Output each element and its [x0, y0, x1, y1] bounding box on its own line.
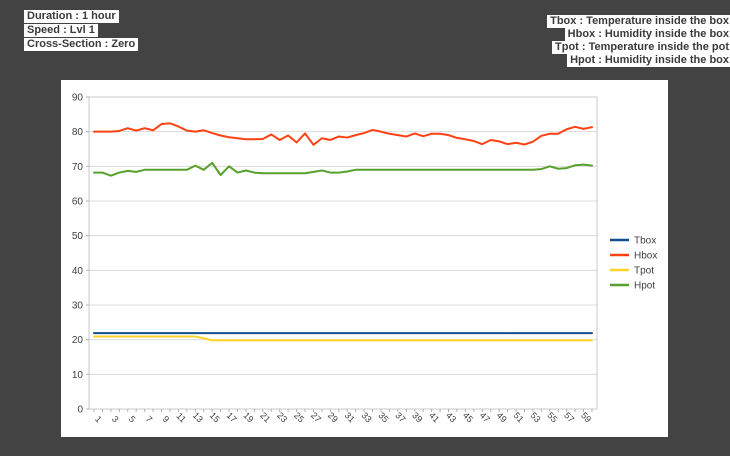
- duration-label: Duration : 1 hour: [24, 10, 119, 23]
- x-axis-label: 49: [495, 410, 509, 424]
- x-axis-label: 51: [512, 410, 526, 424]
- x-axis-label: 19: [241, 410, 255, 424]
- x-axis-label: 9: [161, 414, 172, 425]
- x-axis-label: 17: [225, 410, 239, 424]
- x-axis-label: 45: [461, 410, 475, 424]
- x-axis-label: 15: [208, 410, 222, 424]
- x-axis-label: 23: [275, 410, 289, 424]
- hpot-description-label: Hpot : Humidity inside the box: [567, 54, 730, 67]
- y-axis-label: 20: [72, 335, 84, 346]
- simulation-settings-labels: Duration : 1 hour Speed : Lvl 1 Cross-Se…: [24, 10, 139, 52]
- y-axis-label: 10: [72, 370, 84, 381]
- y-axis-label: 60: [72, 197, 84, 208]
- legend-label-hpot: Hpot: [634, 281, 655, 292]
- series-line-hpot: [93, 161, 593, 177]
- plot-border: [88, 96, 598, 410]
- legend-label-hbox: Hbox: [634, 251, 657, 262]
- y-axis-label: 70: [72, 162, 84, 173]
- y-axis-label: 0: [77, 405, 83, 416]
- x-axis-label: 21: [258, 410, 272, 424]
- x-axis-label: 13: [191, 410, 205, 424]
- x-axis-label: 39: [410, 410, 424, 424]
- y-axis-label: 40: [72, 266, 84, 277]
- x-axis-label: 35: [376, 410, 390, 424]
- y-axis-label: 80: [72, 127, 84, 138]
- x-axis-label: 57: [562, 410, 576, 424]
- x-axis-label: 7: [144, 414, 155, 425]
- tbox-description-label: Tbox : Temperature inside the box: [547, 15, 730, 28]
- tpot-description-label: Tpot : Temperature inside the pot: [552, 41, 730, 54]
- x-axis-label: 55: [545, 410, 559, 424]
- x-axis-label: 25: [292, 410, 306, 424]
- x-axis-label: 31: [343, 410, 357, 424]
- x-axis-label: 27: [309, 410, 323, 424]
- x-axis-label: 33: [360, 410, 374, 424]
- speed-label: Speed : Lvl 1: [24, 24, 98, 37]
- x-axis-label: 5: [127, 414, 138, 425]
- x-axis-label: 59: [579, 410, 593, 424]
- y-axis-label: 90: [72, 93, 84, 104]
- cross-section-label: Cross-Section : Zero: [24, 38, 139, 51]
- x-axis-label: 43: [444, 410, 458, 424]
- y-axis-label: 50: [72, 231, 84, 242]
- y-axis-label: 30: [72, 301, 84, 312]
- hbox-description-label: Hbox : Humidity inside the box: [564, 28, 730, 41]
- x-axis-label: 37: [393, 410, 407, 424]
- x-axis-label: 29: [326, 410, 340, 424]
- x-axis-label: 41: [427, 410, 441, 424]
- x-axis-label: 11: [174, 411, 188, 425]
- x-axis-label: 3: [110, 414, 121, 425]
- series-line-tpot: [93, 335, 593, 342]
- series-line-hbox: [93, 122, 593, 146]
- legend-label-tpot: Tpot: [634, 266, 654, 277]
- x-axis-label: 53: [528, 410, 542, 424]
- line-chart: 0 10 20 30 40 50 60 70 80 90 1 3 5 7 9 11 13 15 17 19 21 23 25…: [61, 80, 668, 437]
- legend-label-tbox: Tbox: [634, 236, 656, 247]
- x-axis-label: 1: [93, 414, 104, 425]
- series-description-labels: Tbox : Temperature inside the box Hbox :…: [547, 15, 730, 67]
- x-axis-label: 47: [478, 410, 492, 424]
